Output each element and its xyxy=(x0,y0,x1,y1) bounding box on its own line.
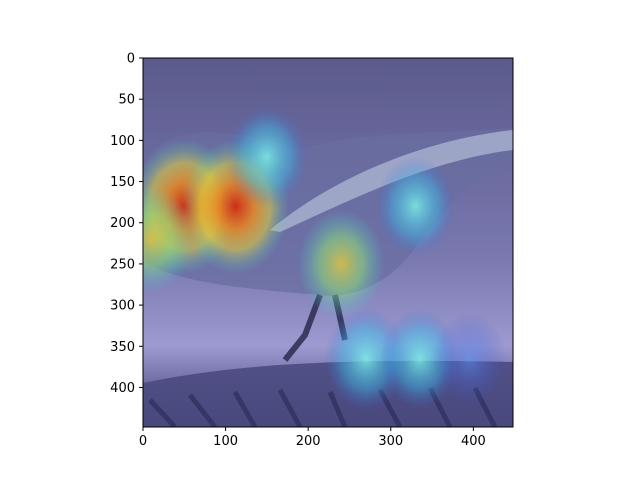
y-tick-label: 350 xyxy=(110,340,135,355)
y-tick-label: 300 xyxy=(110,299,135,314)
y-tick-label: 100 xyxy=(110,134,135,149)
y-tick-label: 50 xyxy=(118,93,135,108)
heat-layer xyxy=(143,105,507,410)
plot-area xyxy=(143,58,513,427)
x-tick-label: 300 xyxy=(378,434,403,449)
heat-spot-8 xyxy=(143,186,194,293)
heat-spot-2 xyxy=(225,105,308,209)
branch-texture xyxy=(148,386,498,427)
y-tick-label: 150 xyxy=(110,175,135,190)
y-tick-label: 0 xyxy=(127,52,135,67)
heat-spot-4 xyxy=(375,156,456,256)
x-tick-label: 0 xyxy=(139,434,147,449)
y-tick-label: 250 xyxy=(110,257,135,272)
y-tick-label: 400 xyxy=(110,381,135,396)
x-tick-label: 100 xyxy=(213,434,238,449)
y-axis: 0 50 100 150 200 250 300 350 400 xyxy=(110,52,143,396)
x-tick-label: 400 xyxy=(461,434,486,449)
plot-frame xyxy=(142,57,514,428)
heat-spot-3 xyxy=(297,209,385,319)
heat-spot-7 xyxy=(432,312,507,406)
y-tick-label: 200 xyxy=(110,216,135,231)
x-tick-label: 200 xyxy=(296,434,321,449)
x-axis: 0 100 200 300 400 xyxy=(139,427,486,449)
